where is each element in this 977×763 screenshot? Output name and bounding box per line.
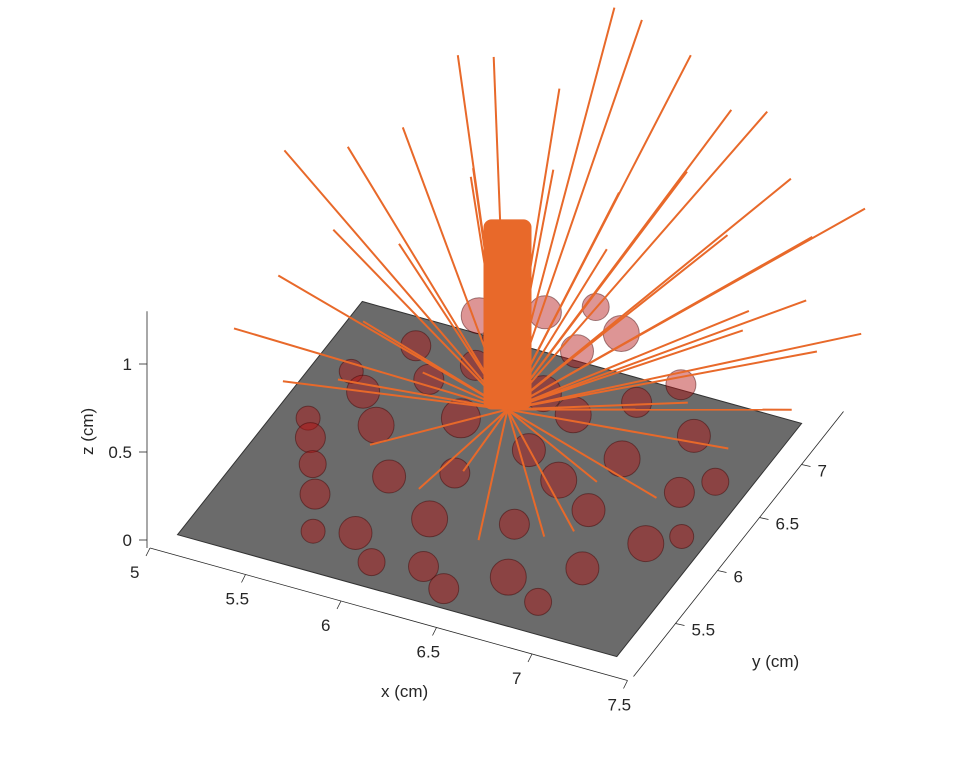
trajectory-line [507,350,818,411]
x-tick-label: 5.5 [226,590,250,609]
x-axis-label: x (cm) [381,682,428,701]
y-axis-label: y (cm) [752,652,799,671]
ground-plane [176,300,803,658]
sphere [400,330,432,362]
sphere [294,422,326,454]
trajectory-line [507,408,729,450]
sphere [411,500,449,538]
x-tick [241,574,246,583]
y-tick [759,517,769,520]
x-tick-label: 7.5 [608,696,632,715]
sphere [299,478,331,510]
trajectory-line [506,110,768,411]
y-tick [801,464,811,467]
sphere [554,396,592,434]
sphere [440,398,481,439]
spheres [294,277,730,616]
x-tick [527,653,533,663]
sphere [357,548,386,577]
x-axis-line [149,547,628,681]
trajectory-line [337,378,508,411]
vertical-column [483,219,532,410]
x-tick-label: 6 [321,616,330,635]
sphere [701,467,730,496]
trajectory-line [506,409,575,532]
z-tick-label: 0.5 [108,443,132,462]
x-tick [145,547,151,557]
sphere [408,551,439,583]
trajectory-line [418,408,509,490]
y-axis-line [633,411,844,677]
sphere [295,405,321,431]
x-tick-label: 7 [512,669,521,688]
x-tick [336,600,342,610]
x-tick-label: 6.5 [417,643,441,662]
z-tick-label: 1 [123,355,132,374]
z-axis-label: z (cm) [78,408,97,455]
trajectory-line [506,234,729,411]
trajectory-line [506,408,658,499]
sphere [357,406,395,444]
trajectory-line [507,329,744,411]
sphere [524,587,553,616]
sphere [489,558,527,596]
y-tick [717,570,727,573]
y-tick-label: 7 [818,462,827,481]
y-tick [675,623,685,626]
trajectory-line [507,309,750,411]
x-tick-label: 5 [130,563,139,582]
trajectory-line [282,380,508,411]
ground-plane-surface [176,300,803,658]
trajectory-line [506,408,598,483]
sphere [428,573,460,605]
sphere [663,476,695,508]
sphere [372,459,407,494]
sphere [676,418,711,453]
sphere [665,369,697,401]
trajectory-line [506,409,546,537]
x-tick [623,680,628,689]
trajectory-line [369,408,508,446]
z-tick-label: 0 [123,531,132,550]
sphere [540,461,578,499]
sphere [571,493,606,528]
trajectory-line [477,409,509,541]
trajectory-line [346,146,509,411]
sphere [439,457,471,489]
sphere [498,508,530,540]
trajectory-line [362,320,509,411]
sphere [565,551,600,586]
sphere [603,440,641,478]
trajectory-line [507,332,862,411]
trajectory-line [233,327,508,411]
sphere [298,450,327,479]
y-tick-label: 6 [734,568,743,587]
trajectory-line [283,149,509,411]
y-tick-label: 6.5 [776,515,800,534]
trajectory-line [507,401,688,411]
x-tick [432,627,437,636]
trajectory-line [332,229,509,411]
trajectory-line [506,170,688,411]
sphere [627,525,665,563]
trajectory-line [507,207,866,411]
sphere [669,524,695,549]
sphere [300,518,326,544]
axes: 5 5.5 6 6.5 7 7.5 5.5 6 6.5 7 0 0.5 1 [108,311,844,715]
trajectory-line [462,408,509,472]
y-tick-label: 5.5 [692,621,716,640]
trajectory-lines [233,7,866,541]
sphere [338,515,373,550]
trajectory-line [507,299,807,411]
sphere [621,386,653,418]
